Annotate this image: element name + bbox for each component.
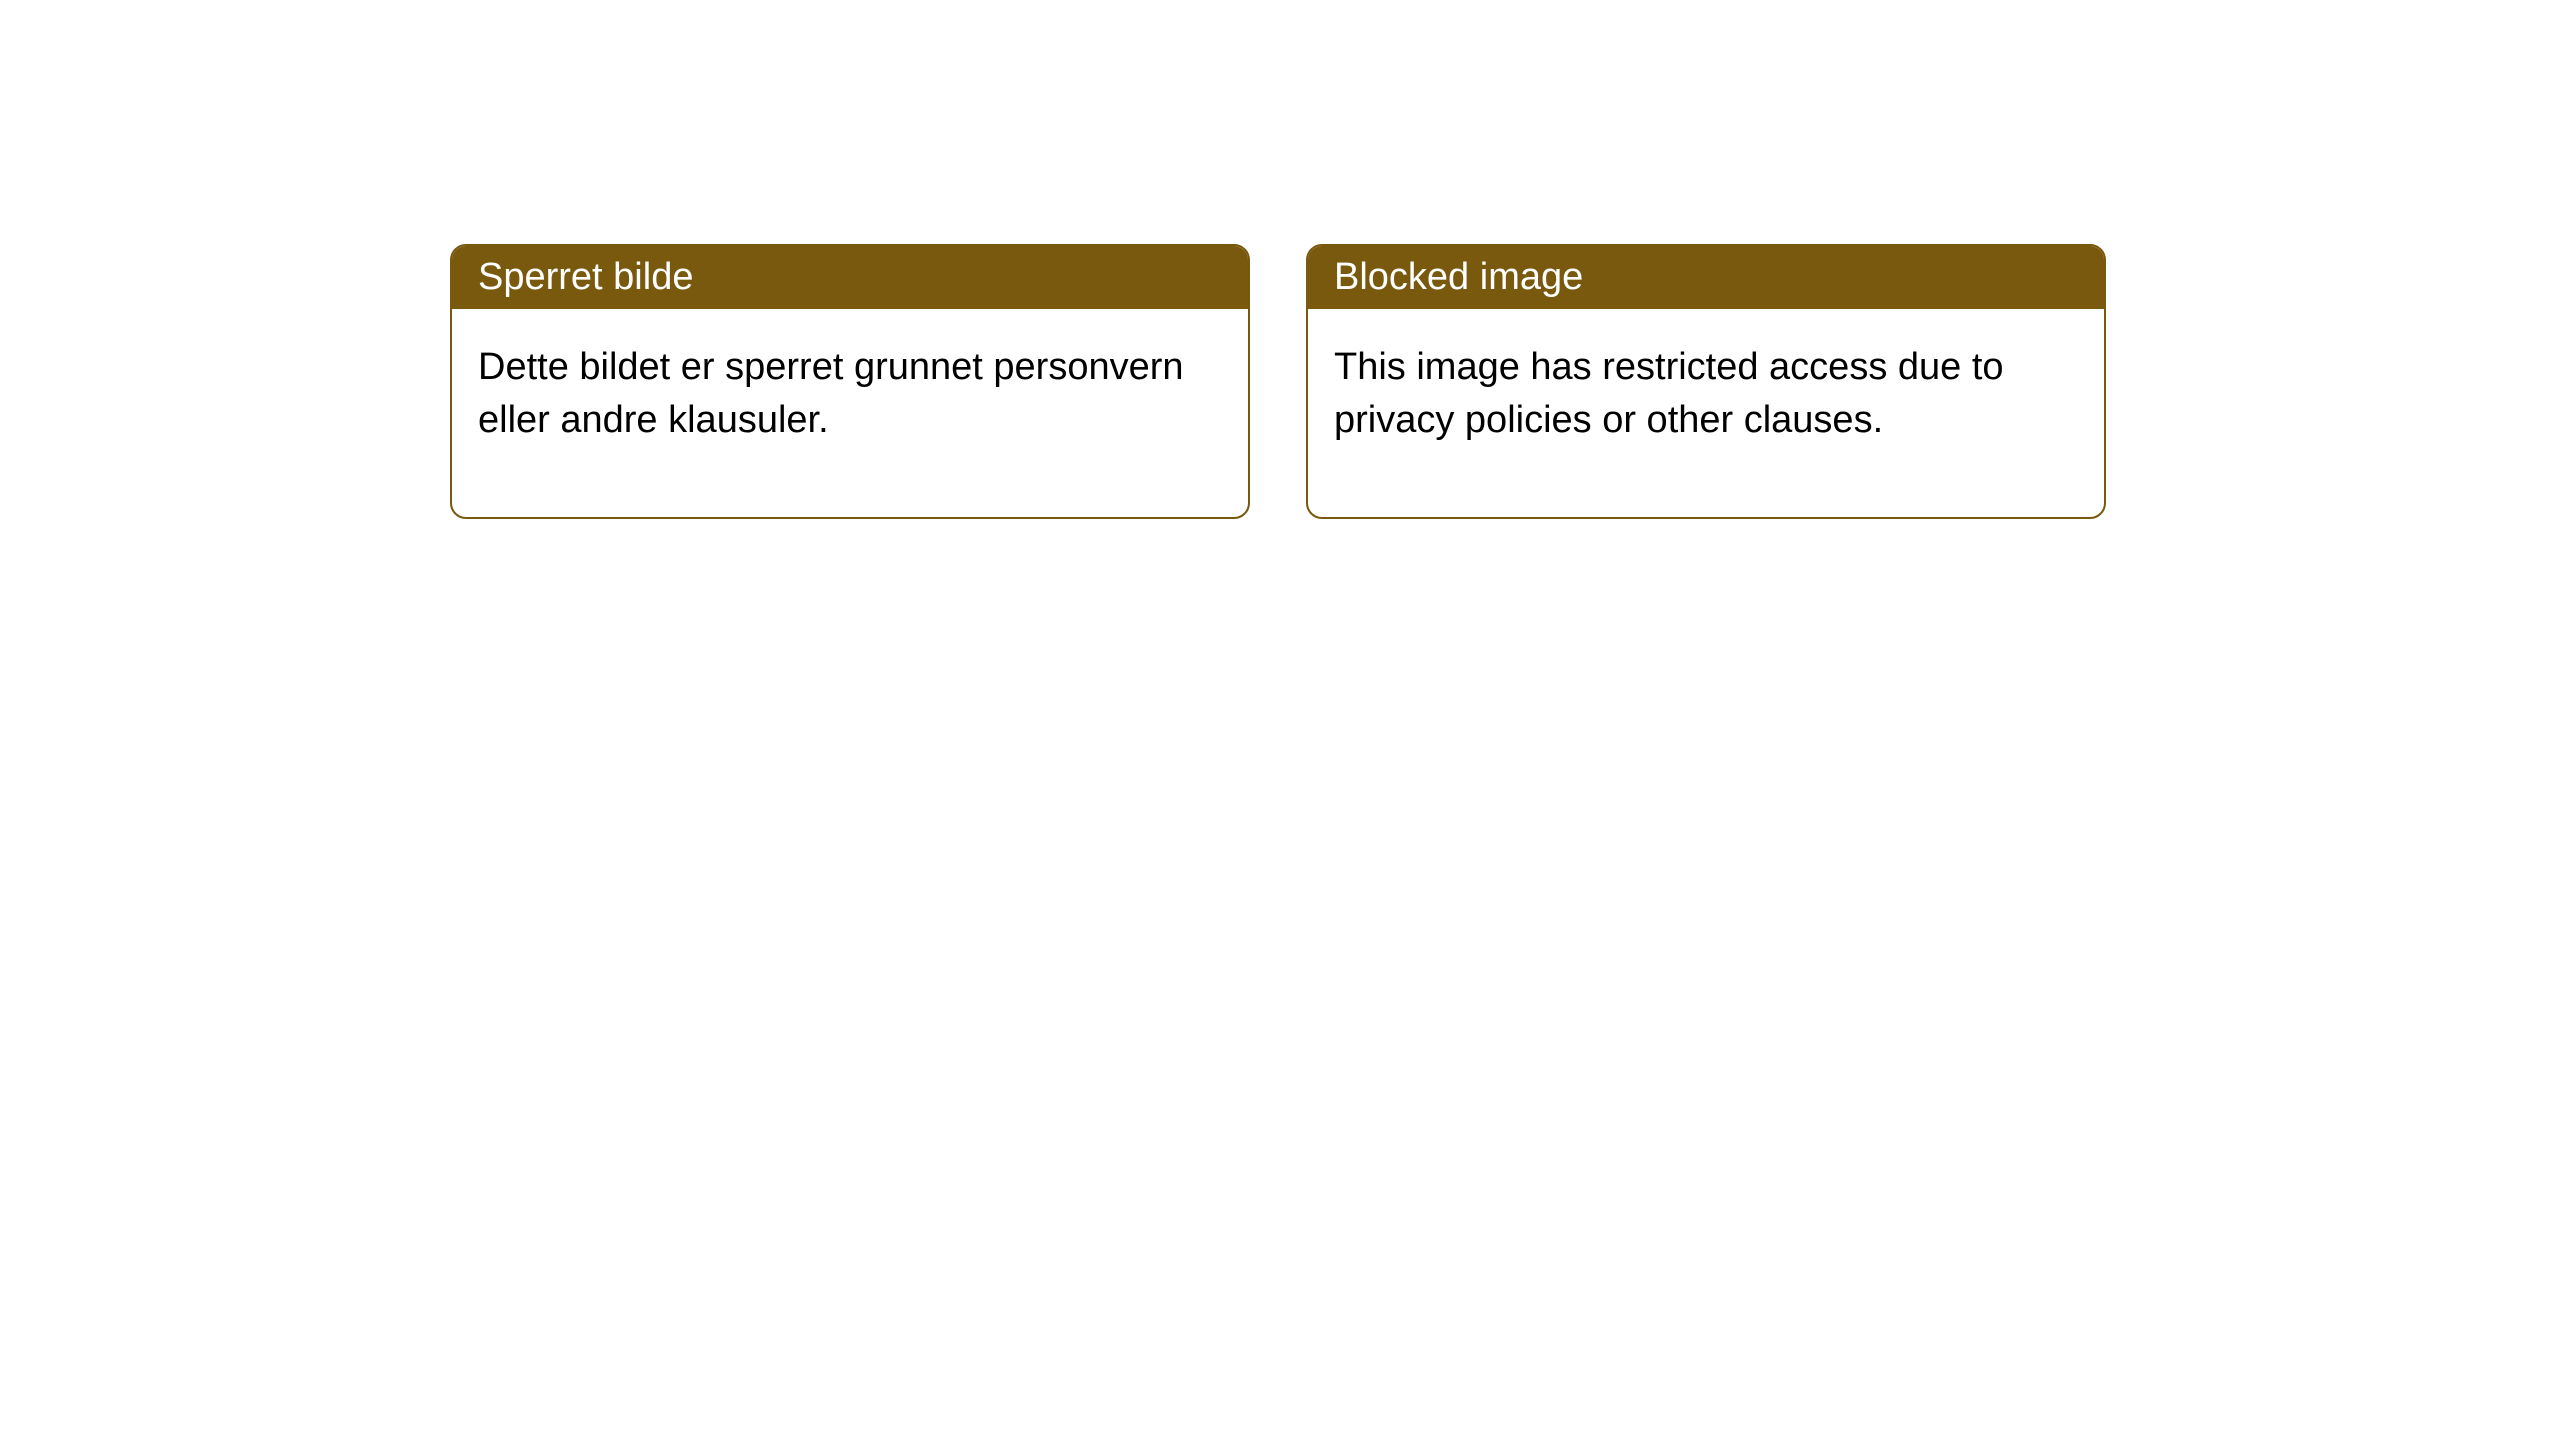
notice-card-norwegian: Sperret bilde Dette bildet er sperret gr… (450, 244, 1250, 519)
notice-container: Sperret bilde Dette bildet er sperret gr… (0, 0, 2560, 519)
notice-card-english: Blocked image This image has restricted … (1306, 244, 2106, 519)
notice-body: This image has restricted access due to … (1308, 309, 2104, 517)
notice-header: Sperret bilde (452, 246, 1248, 309)
notice-header: Blocked image (1308, 246, 2104, 309)
notice-body: Dette bildet er sperret grunnet personve… (452, 309, 1248, 517)
